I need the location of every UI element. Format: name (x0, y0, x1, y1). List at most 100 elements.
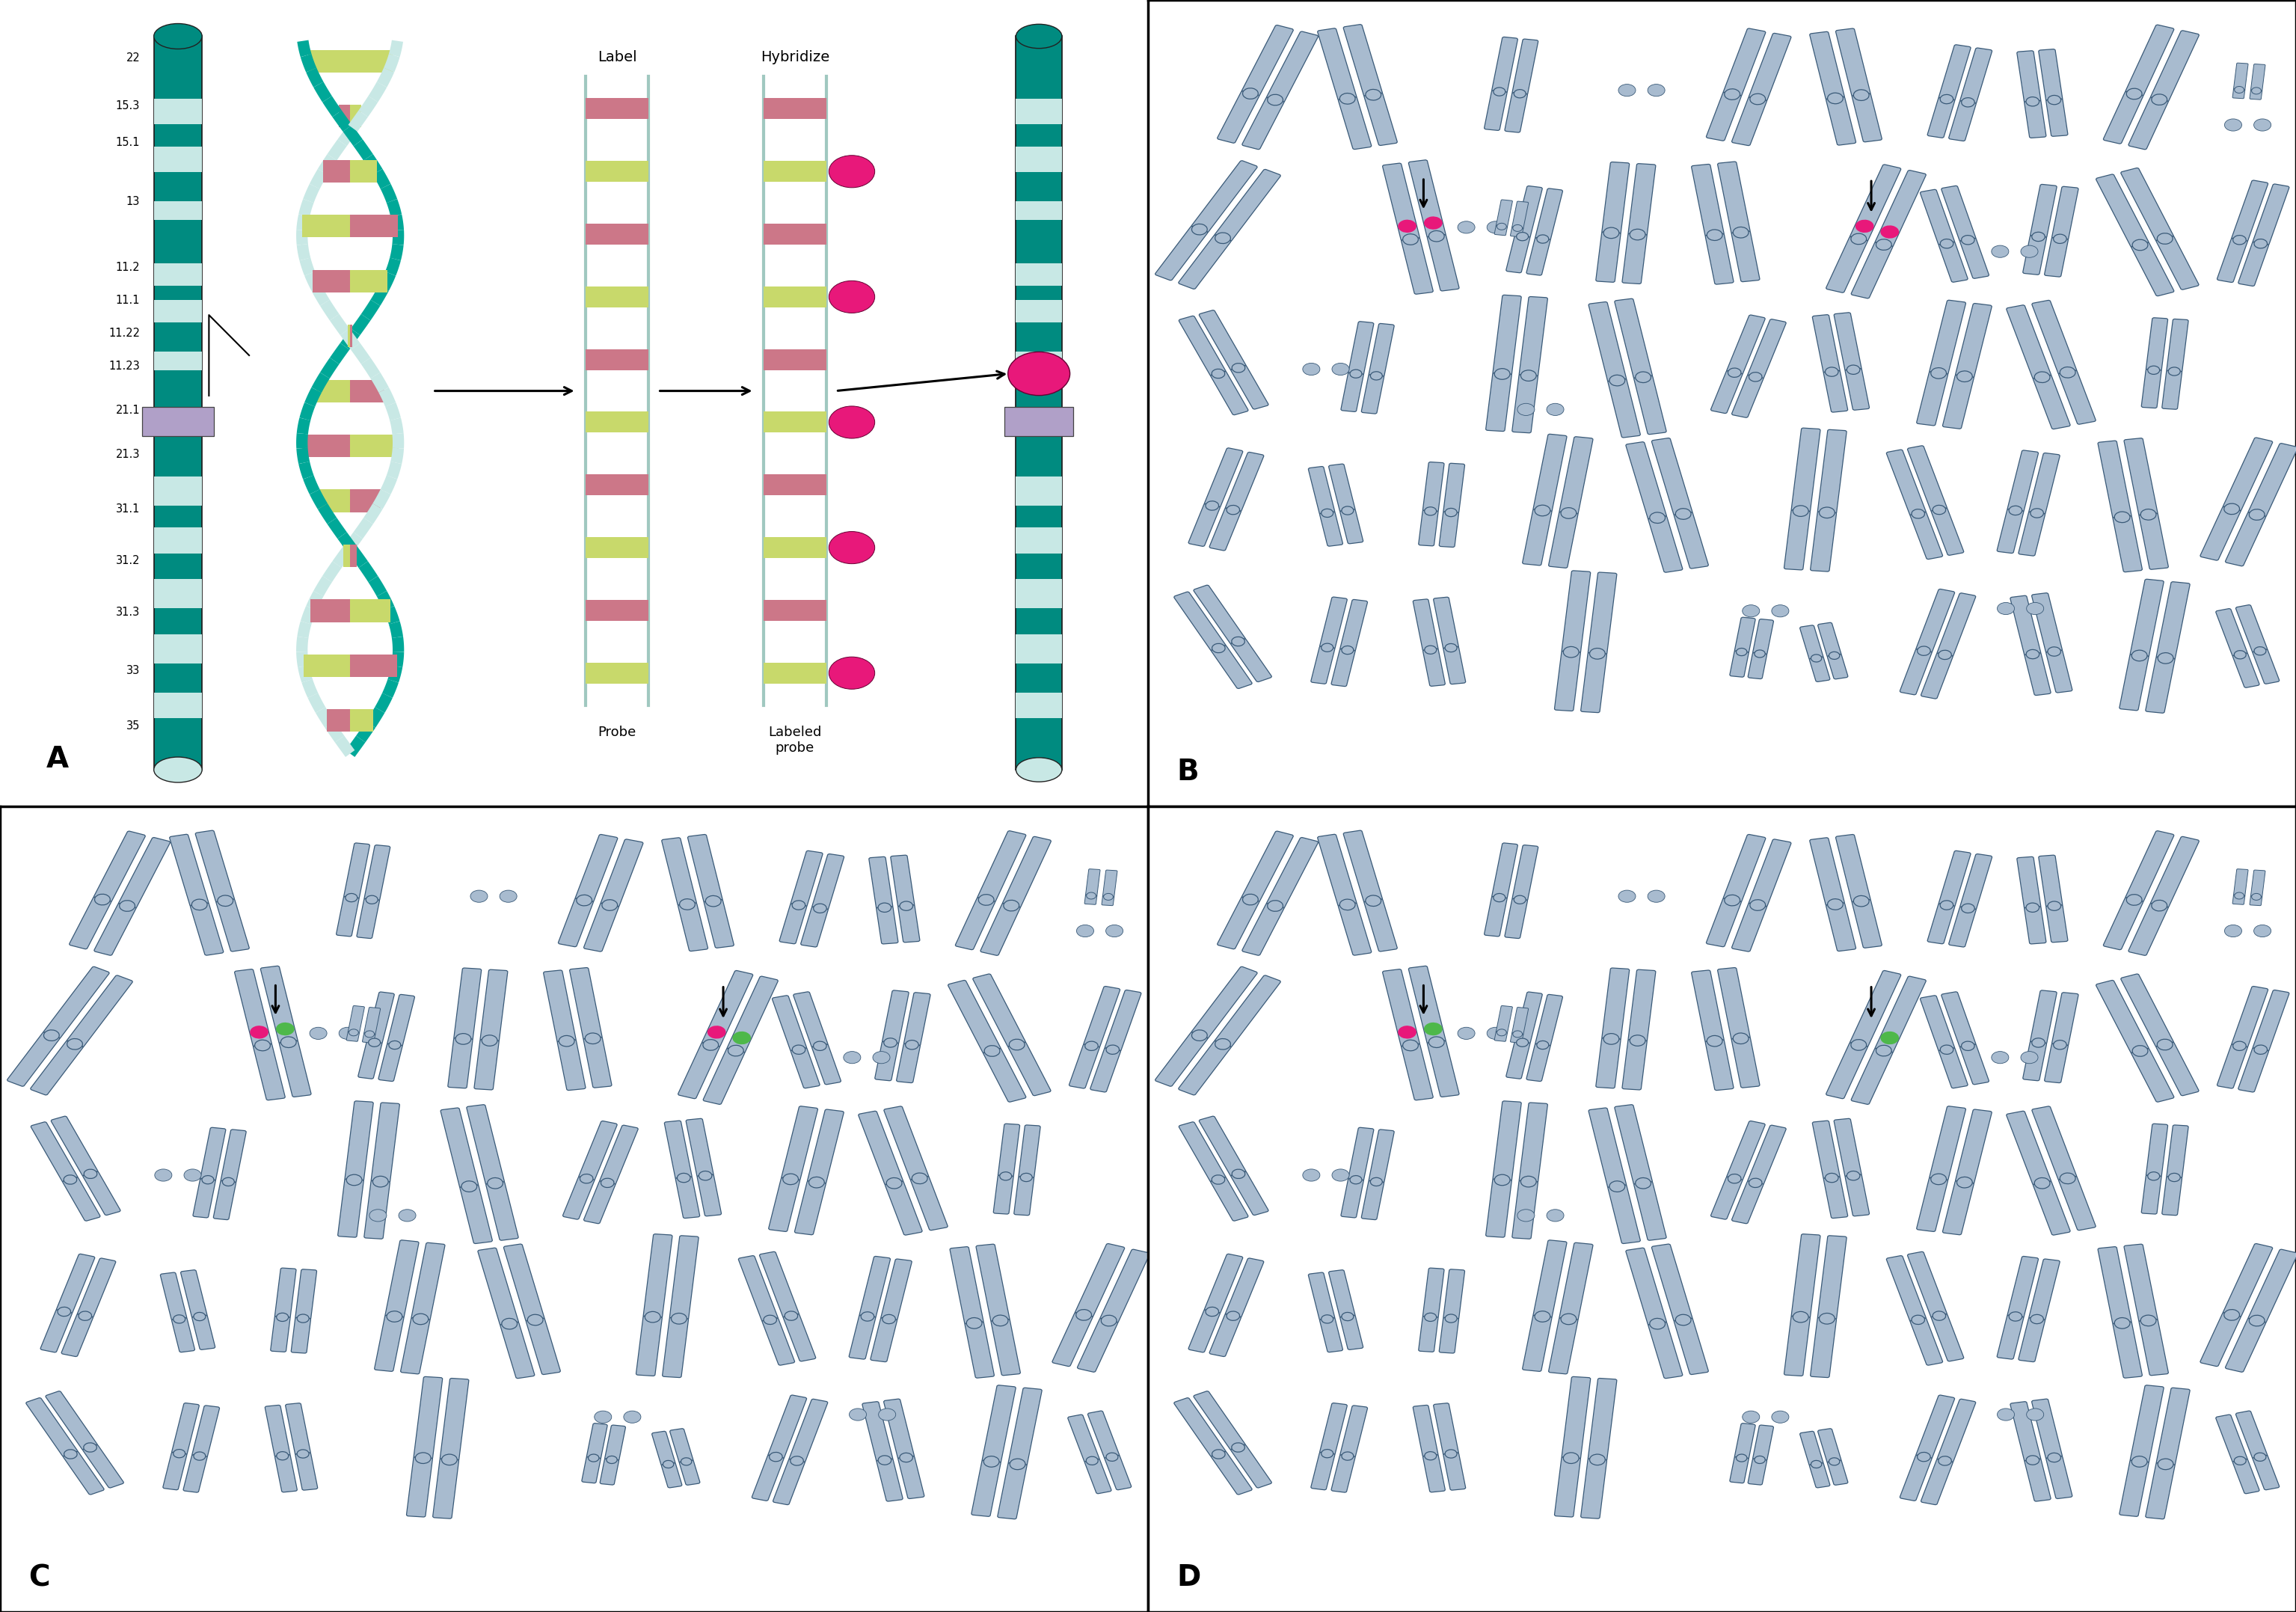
FancyBboxPatch shape (1194, 585, 1244, 645)
Circle shape (1818, 508, 1835, 517)
Circle shape (1350, 369, 1362, 377)
FancyBboxPatch shape (1706, 1040, 1733, 1090)
Circle shape (1267, 901, 1283, 911)
FancyBboxPatch shape (1348, 1127, 1373, 1182)
Circle shape (1086, 1041, 1097, 1051)
FancyBboxPatch shape (2034, 1182, 2071, 1235)
FancyBboxPatch shape (216, 899, 250, 951)
FancyBboxPatch shape (994, 1175, 1013, 1214)
Circle shape (1743, 1410, 1759, 1423)
FancyBboxPatch shape (2025, 906, 2046, 945)
FancyBboxPatch shape (1511, 1008, 1529, 1035)
Circle shape (1630, 1035, 1646, 1046)
Circle shape (1855, 219, 1874, 232)
Circle shape (1366, 895, 1382, 906)
Circle shape (1192, 1030, 1208, 1041)
Circle shape (1649, 84, 1665, 97)
FancyBboxPatch shape (1922, 1459, 1954, 1504)
FancyBboxPatch shape (2046, 904, 2069, 943)
FancyBboxPatch shape (850, 1315, 875, 1359)
Circle shape (365, 896, 379, 904)
FancyBboxPatch shape (1931, 508, 1963, 555)
FancyBboxPatch shape (1956, 303, 1993, 377)
FancyBboxPatch shape (2099, 440, 2131, 519)
FancyBboxPatch shape (661, 838, 696, 906)
Circle shape (2032, 232, 2046, 242)
Circle shape (347, 1175, 363, 1185)
FancyBboxPatch shape (1210, 1314, 1240, 1357)
Bar (1017, 300, 1063, 322)
Circle shape (2126, 89, 2142, 100)
FancyBboxPatch shape (1603, 967, 1630, 1040)
Bar (1017, 98, 1063, 124)
Circle shape (388, 1041, 402, 1049)
Circle shape (280, 1037, 296, 1048)
Circle shape (1724, 89, 1740, 100)
FancyBboxPatch shape (1938, 593, 1975, 656)
FancyBboxPatch shape (1651, 438, 1692, 516)
FancyBboxPatch shape (1809, 511, 1837, 572)
FancyBboxPatch shape (1818, 1428, 1841, 1464)
FancyBboxPatch shape (951, 1246, 983, 1325)
Circle shape (645, 1312, 661, 1322)
Circle shape (1341, 506, 1355, 514)
FancyBboxPatch shape (1919, 996, 1954, 1051)
FancyBboxPatch shape (2030, 184, 2057, 239)
Circle shape (1917, 1452, 1931, 1462)
FancyBboxPatch shape (2131, 1385, 2163, 1464)
FancyBboxPatch shape (1486, 372, 1511, 432)
Text: 15.1: 15.1 (115, 137, 140, 148)
FancyBboxPatch shape (2232, 89, 2245, 98)
FancyBboxPatch shape (1483, 896, 1506, 937)
FancyBboxPatch shape (2030, 1259, 2060, 1320)
FancyBboxPatch shape (344, 1101, 374, 1182)
FancyBboxPatch shape (1589, 301, 1626, 382)
Circle shape (1424, 508, 1437, 516)
Bar (1017, 477, 1063, 506)
Circle shape (985, 1046, 999, 1056)
FancyBboxPatch shape (264, 1406, 289, 1457)
Bar (762, 663, 827, 683)
FancyBboxPatch shape (441, 1107, 478, 1188)
FancyBboxPatch shape (1692, 970, 1724, 1043)
Circle shape (1233, 363, 1244, 372)
Circle shape (1231, 1443, 1244, 1452)
FancyBboxPatch shape (2144, 1462, 2174, 1519)
FancyBboxPatch shape (1580, 653, 1607, 713)
Circle shape (1444, 508, 1458, 516)
FancyBboxPatch shape (1887, 1256, 1926, 1322)
FancyBboxPatch shape (1876, 977, 1926, 1053)
FancyBboxPatch shape (163, 1452, 186, 1489)
Bar (1017, 202, 1063, 219)
Bar (762, 537, 827, 558)
Circle shape (1603, 227, 1619, 239)
Circle shape (1534, 1311, 1550, 1322)
FancyBboxPatch shape (1504, 898, 1527, 938)
FancyBboxPatch shape (1008, 1388, 1042, 1465)
Circle shape (1830, 1457, 1839, 1465)
FancyBboxPatch shape (1791, 429, 1821, 513)
Circle shape (1736, 648, 1747, 656)
FancyBboxPatch shape (1189, 503, 1219, 546)
FancyBboxPatch shape (1835, 313, 1862, 371)
FancyBboxPatch shape (895, 1043, 921, 1083)
Circle shape (1267, 95, 1283, 105)
FancyBboxPatch shape (2007, 1256, 2039, 1319)
Circle shape (2009, 1312, 2023, 1322)
Circle shape (1880, 1032, 1899, 1045)
FancyBboxPatch shape (1733, 617, 1756, 653)
FancyBboxPatch shape (1192, 967, 1258, 1038)
Circle shape (2133, 1046, 2147, 1056)
FancyBboxPatch shape (1851, 164, 1901, 242)
FancyBboxPatch shape (276, 1454, 296, 1493)
FancyBboxPatch shape (2236, 1410, 2268, 1459)
FancyBboxPatch shape (1919, 190, 1954, 245)
FancyBboxPatch shape (1104, 990, 1141, 1051)
FancyBboxPatch shape (1341, 509, 1364, 543)
FancyBboxPatch shape (44, 967, 110, 1038)
FancyBboxPatch shape (184, 1454, 207, 1493)
FancyBboxPatch shape (1910, 513, 1942, 559)
Circle shape (1851, 1040, 1867, 1051)
FancyBboxPatch shape (661, 1462, 682, 1488)
FancyBboxPatch shape (1649, 516, 1683, 572)
